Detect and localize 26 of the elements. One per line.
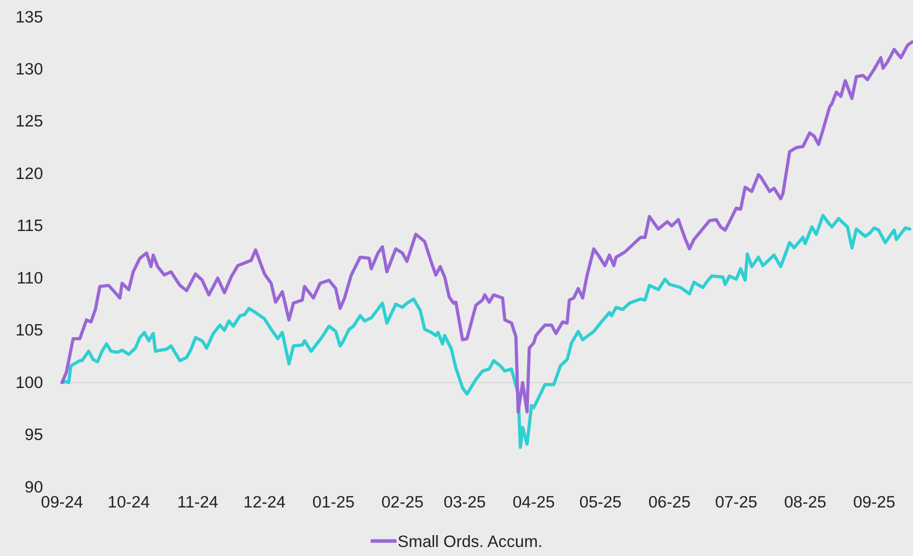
x-tick-label: 04-25: [512, 494, 555, 512]
y-tick-label: 135: [15, 8, 43, 26]
y-tick-label: 115: [16, 217, 43, 236]
x-tick-label: 06-25: [648, 494, 691, 512]
y-tick-label: 130: [15, 60, 43, 78]
x-tick-label: 05-25: [579, 494, 622, 512]
y-tick-label: 100: [15, 374, 43, 392]
y-tick-label: 90: [24, 478, 43, 496]
line-series: [60, 40, 913, 414]
x-tick-label: 09-24: [40, 494, 84, 512]
x-tick-label: 11-24: [177, 494, 218, 512]
line-series: [60, 214, 912, 449]
x-tick-label: 01-25: [312, 494, 355, 512]
legend-label: Small Ords. Accum.: [398, 533, 542, 551]
y-tick-label: 120: [15, 164, 43, 183]
x-tick-label: 10-24: [108, 494, 150, 512]
y-tick-label: 110: [16, 269, 43, 288]
x-tick-label: 12-24: [243, 494, 286, 512]
y-tick-label: 125: [15, 112, 43, 131]
x-tick-label: 02-25: [381, 494, 424, 512]
x-tick-label: 09-25: [853, 494, 896, 512]
x-tick-label: 08-25: [784, 494, 826, 512]
x-tick-label: 07-25: [715, 494, 758, 512]
x-tick-label: 03-25: [444, 494, 486, 512]
y-tick-label: 105: [15, 322, 43, 340]
y-tick-label: 95: [24, 426, 43, 444]
